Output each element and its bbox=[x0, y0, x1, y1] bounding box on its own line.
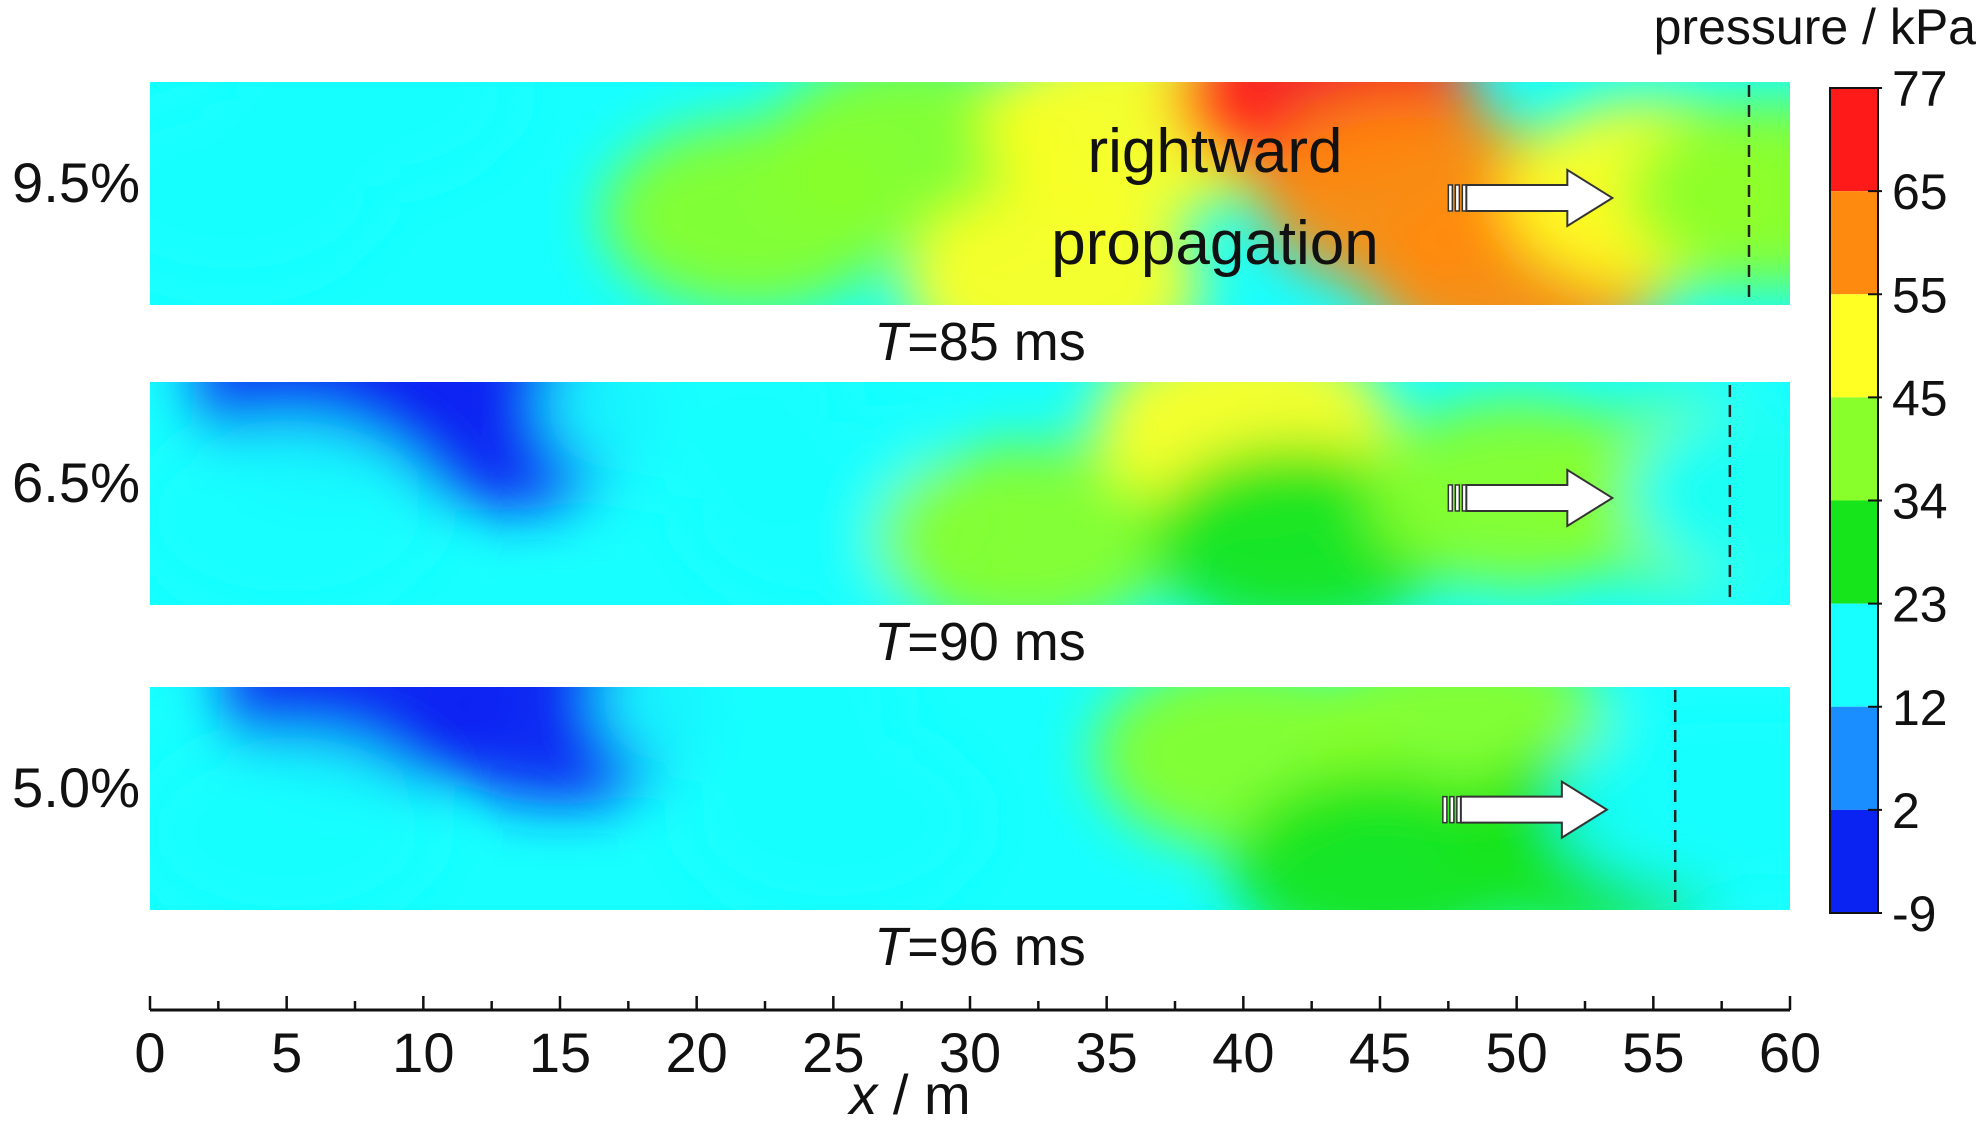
colorbar-tick-label: 34 bbox=[1892, 474, 1948, 530]
propagation-arrow-icon bbox=[1447, 168, 1615, 228]
propagation-arrow-icon bbox=[1447, 468, 1615, 528]
contour-field bbox=[150, 82, 1790, 305]
x-tick-label: 25 bbox=[802, 1021, 864, 1084]
colorbar-band bbox=[1830, 603, 1878, 707]
x-tick-label: 45 bbox=[1349, 1021, 1411, 1084]
x-tick-label: 60 bbox=[1759, 1021, 1821, 1084]
panel-concentration-label: 5.0% bbox=[12, 756, 140, 819]
panel-concentration-label: 9.5% bbox=[12, 151, 140, 214]
colorbar-tick-label: 45 bbox=[1892, 370, 1948, 426]
time-label-background bbox=[860, 915, 1100, 979]
propagation-arrow-icon bbox=[1442, 779, 1609, 840]
field-blobs bbox=[150, 382, 1790, 605]
x-tick-label: 10 bbox=[392, 1021, 454, 1084]
panel-concentration-label: 6.5% bbox=[12, 451, 140, 514]
time-label-background bbox=[860, 610, 1100, 674]
colorbar-tick-label: 55 bbox=[1892, 267, 1948, 323]
colorbar: 77 65 55 45 34 23 12 2 -9 pressure / kPa bbox=[1654, 0, 1977, 942]
x-tick-label: 0 bbox=[134, 1021, 165, 1084]
arrow-tail-bar bbox=[1447, 484, 1454, 512]
contour-field bbox=[150, 687, 1790, 910]
colorbar-band bbox=[1830, 809, 1878, 913]
colorbar-tick-label: -9 bbox=[1892, 886, 1936, 942]
panel-time-label: T=85 ms bbox=[860, 310, 1100, 374]
arrow-tail-bar bbox=[1454, 184, 1461, 212]
field-point bbox=[150, 420, 437, 605]
panel-3: 5.0% T=96 ms bbox=[12, 687, 1790, 979]
arrow-body bbox=[1465, 468, 1615, 528]
time-label-value: =90 ms bbox=[907, 612, 1086, 672]
arrow-tail-bar bbox=[1442, 795, 1448, 824]
field-point bbox=[1230, 770, 1530, 910]
time-label-variable: T bbox=[874, 312, 911, 372]
time-label-text: T=85 ms bbox=[874, 312, 1086, 372]
field-point bbox=[150, 736, 437, 910]
time-label-variable: T bbox=[874, 612, 911, 672]
field-point bbox=[1629, 398, 1790, 589]
annotation-line-2: propagation bbox=[1051, 209, 1379, 278]
x-tick-label: 50 bbox=[1486, 1021, 1548, 1084]
colorbar-band bbox=[1830, 500, 1878, 604]
colorbar-band bbox=[1830, 706, 1878, 810]
x-tick-label: 5 bbox=[271, 1021, 302, 1084]
colorbar-tick-label: 12 bbox=[1892, 680, 1948, 736]
field-blobs bbox=[150, 687, 1790, 910]
colorbar-band bbox=[1830, 397, 1878, 501]
colorbar-band bbox=[1830, 294, 1878, 398]
x-axis-label: x / m bbox=[846, 1063, 970, 1122]
panel-1: 9.5% rightward propagation T=85 ms bbox=[12, 82, 1790, 374]
field-point bbox=[683, 725, 984, 910]
x-axis-label-unit: / m bbox=[877, 1063, 970, 1122]
panel-2: 6.5% T=90 ms bbox=[12, 382, 1790, 674]
colorbar-tick-label: 23 bbox=[1892, 577, 1948, 633]
field-point bbox=[150, 98, 382, 289]
x-axis: 0 5 10 15 20 25 30 35 40 45 50 55 60 x / m bbox=[134, 996, 1821, 1122]
time-label-value: =85 ms bbox=[907, 312, 1086, 372]
colorbar-tick-label: 65 bbox=[1892, 164, 1948, 220]
field-point bbox=[1626, 98, 1790, 289]
annotation-line-1: rightward bbox=[1088, 117, 1343, 186]
contour-field bbox=[150, 382, 1790, 605]
field-point bbox=[1626, 703, 1790, 894]
colorbar-band bbox=[1830, 88, 1878, 192]
colorbar-title: pressure / kPa bbox=[1654, 0, 1977, 55]
colorbar-tick-label: 77 bbox=[1892, 61, 1948, 117]
time-label-text: T=96 ms bbox=[874, 917, 1086, 977]
colorbar-tick-label: 2 bbox=[1892, 783, 1920, 839]
arrow-tail-bar bbox=[1454, 484, 1461, 512]
x-tick-label: 20 bbox=[666, 1021, 728, 1084]
arrow-body bbox=[1459, 779, 1609, 840]
field-blobs bbox=[150, 82, 1790, 305]
x-axis-label-variable: x bbox=[846, 1063, 879, 1122]
x-tick-label: 40 bbox=[1212, 1021, 1274, 1084]
arrow-tail-bar bbox=[1449, 795, 1455, 824]
time-label-text: T=90 ms bbox=[874, 612, 1086, 672]
time-label-background bbox=[860, 310, 1100, 374]
arrow-body bbox=[1465, 168, 1615, 228]
panel-time-label: T=90 ms bbox=[860, 610, 1100, 674]
time-label-variable: T bbox=[874, 917, 911, 977]
colorbar-band bbox=[1830, 191, 1878, 295]
x-tick-label: 35 bbox=[1076, 1021, 1138, 1084]
time-label-value: =96 ms bbox=[907, 917, 1086, 977]
x-tick-label: 15 bbox=[529, 1021, 591, 1084]
x-tick-label: 30 bbox=[939, 1021, 1001, 1084]
panel-time-label: T=96 ms bbox=[860, 915, 1100, 979]
x-tick-label: 55 bbox=[1622, 1021, 1684, 1084]
arrow-tail-bar bbox=[1447, 184, 1454, 212]
field-point bbox=[874, 443, 1175, 605]
